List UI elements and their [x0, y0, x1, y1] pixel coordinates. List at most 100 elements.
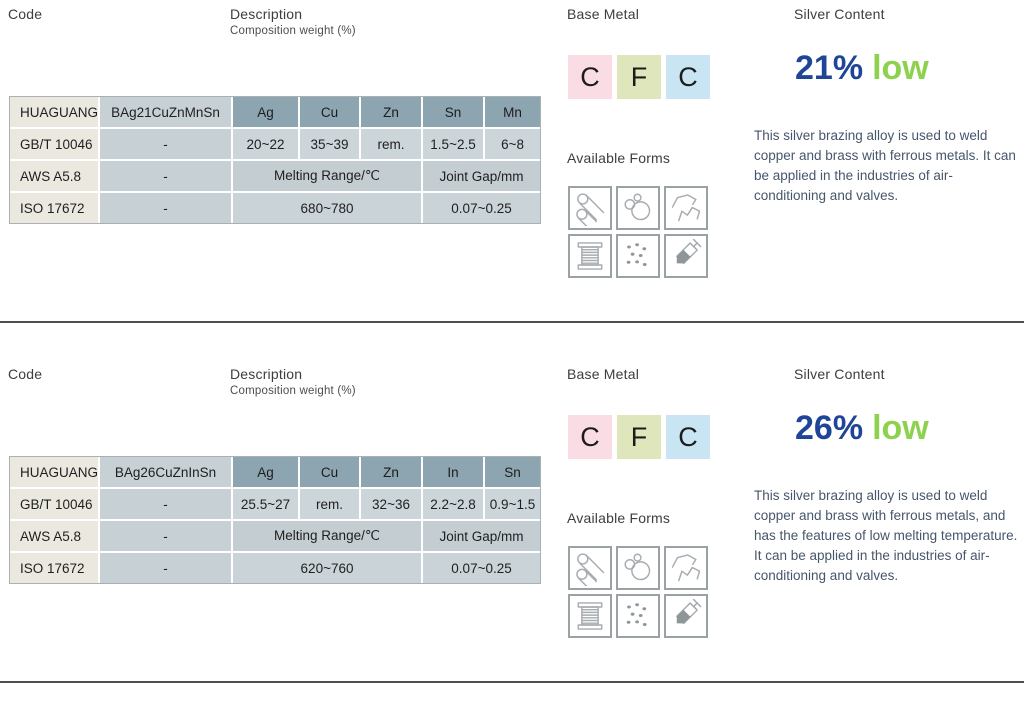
- dash-cell: -: [98, 551, 234, 585]
- alloy-section: Code Description Composition weight (%) …: [0, 360, 1024, 682]
- alloy-description: This silver brazing alloy is used to wel…: [754, 488, 1018, 583]
- available-forms-grid: [568, 186, 708, 278]
- base-metal-letter: F: [617, 55, 661, 99]
- standard-cell: GB/T 10046: [7, 127, 101, 161]
- alloy-section: Code Description Composition weight (%) …: [0, 0, 1024, 322]
- element-header-cell: Cu: [298, 455, 362, 489]
- base-metal-boxes: C F C: [568, 55, 710, 99]
- base-metal-label: Base Metal: [567, 6, 640, 22]
- rod-form-icon: [568, 186, 612, 230]
- composition-value-cell: 25.5~27: [231, 487, 301, 521]
- composition-value-cell: rem.: [298, 487, 362, 521]
- dash-cell: -: [98, 191, 234, 225]
- code-label: Code: [8, 366, 43, 382]
- spec-table: HUAGUANG BAg21CuZnMnSn Ag Cu Zn Sn Mn GB…: [7, 95, 543, 225]
- table-row: ISO 17672 - 680~780 0.07~0.25: [7, 191, 543, 225]
- element-header-cell: Sn: [421, 95, 486, 129]
- code-label: Code: [8, 6, 43, 22]
- element-header-cell: Ag: [231, 455, 301, 489]
- description-label: Description: [230, 6, 303, 22]
- element-header-cell: Zn: [359, 95, 424, 129]
- silver-content-value: 26% low: [795, 408, 929, 449]
- silver-content-value: 21% low: [795, 48, 929, 89]
- silver-content-label: Silver Content: [794, 366, 885, 382]
- available-forms-label: Available Forms: [567, 150, 671, 166]
- wire-form-icon: [664, 546, 708, 590]
- available-forms-label: Available Forms: [567, 510, 671, 526]
- available-forms-grid: [568, 546, 708, 638]
- paste-form-icon: [664, 594, 708, 638]
- spec-table: HUAGUANG BAg26CuZnInSn Ag Cu Zn In Sn GB…: [7, 455, 543, 585]
- ring-form-icon: [616, 186, 660, 230]
- composition-value-cell: 20~22: [231, 127, 301, 161]
- standard-cell: AWS A5.8: [7, 159, 101, 193]
- melting-range-value-cell: 620~760: [231, 551, 424, 585]
- composition-value-cell: rem.: [359, 127, 424, 161]
- section-divider: [0, 681, 1024, 683]
- element-header-cell: Ag: [231, 95, 301, 129]
- dash-cell: -: [98, 519, 234, 553]
- element-header-cell: Mn: [483, 95, 543, 129]
- element-header-cell: In: [421, 455, 486, 489]
- powder-form-icon: [616, 594, 660, 638]
- composition-value-cell: 35~39: [298, 127, 362, 161]
- base-metal-label: Base Metal: [567, 366, 640, 382]
- joint-gap-label-cell: Joint Gap/mm: [421, 519, 543, 553]
- dash-cell: -: [98, 487, 234, 521]
- dash-cell: -: [98, 159, 234, 193]
- base-metal-letter: C: [568, 55, 612, 99]
- alloy-code-cell: BAg26CuZnInSn: [98, 455, 234, 489]
- spool-form-icon: [568, 594, 612, 638]
- composition-weight-label: Composition weight (%): [230, 25, 356, 37]
- brand-cell: HUAGUANG: [7, 95, 101, 129]
- melting-range-label-cell: Melting Range/℃: [231, 159, 424, 193]
- alloy-code-cell: BAg21CuZnMnSn: [98, 95, 234, 129]
- melting-range-label-cell: Melting Range/℃: [231, 519, 424, 553]
- paste-form-icon: [664, 234, 708, 278]
- composition-value-cell: 2.2~2.8: [421, 487, 486, 521]
- standard-cell: AWS A5.8: [7, 519, 101, 553]
- joint-gap-label-cell: Joint Gap/mm: [421, 159, 543, 193]
- composition-value-cell: 0.9~1.5: [483, 487, 543, 521]
- element-header-cell: Cu: [298, 95, 362, 129]
- composition-value-cell: 6~8: [483, 127, 543, 161]
- table-row: AWS A5.8 - Melting Range/℃ Joint Gap/mm: [7, 519, 543, 553]
- base-metal-boxes: C F C: [568, 415, 710, 459]
- description-label: Description: [230, 366, 303, 382]
- powder-form-icon: [616, 234, 660, 278]
- element-header-cell: Sn: [483, 455, 543, 489]
- silver-level: low: [872, 49, 929, 87]
- brand-cell: HUAGUANG: [7, 455, 101, 489]
- standard-cell: ISO 17672: [7, 551, 101, 585]
- silver-percent: 21%: [795, 49, 864, 87]
- dash-cell: -: [98, 127, 234, 161]
- table-row: AWS A5.8 - Melting Range/℃ Joint Gap/mm: [7, 159, 543, 193]
- composition-value-cell: 1.5~2.5: [421, 127, 486, 161]
- table-row: GB/T 10046 - 20~22 35~39 rem. 1.5~2.5 6~…: [7, 127, 543, 161]
- standard-cell: GB/T 10046: [7, 487, 101, 521]
- table-row: GB/T 10046 - 25.5~27 rem. 32~36 2.2~2.8 …: [7, 487, 543, 521]
- element-header-cell: Zn: [359, 455, 424, 489]
- section-divider: [0, 321, 1024, 323]
- alloy-description: This silver brazing alloy is used to wel…: [754, 128, 1016, 203]
- joint-gap-value-cell: 0.07~0.25: [421, 551, 543, 585]
- composition-weight-label: Composition weight (%): [230, 385, 356, 397]
- base-metal-letter: C: [666, 55, 710, 99]
- silver-content-label: Silver Content: [794, 6, 885, 22]
- table-row: ISO 17672 - 620~760 0.07~0.25: [7, 551, 543, 585]
- table-row: HUAGUANG BAg26CuZnInSn Ag Cu Zn In Sn: [7, 455, 543, 489]
- base-metal-letter: F: [617, 415, 661, 459]
- ring-form-icon: [616, 546, 660, 590]
- rod-form-icon: [568, 546, 612, 590]
- silver-percent: 26%: [795, 409, 864, 447]
- base-metal-letter: C: [666, 415, 710, 459]
- composition-value-cell: 32~36: [359, 487, 424, 521]
- wire-form-icon: [664, 186, 708, 230]
- table-row: HUAGUANG BAg21CuZnMnSn Ag Cu Zn Sn Mn: [7, 95, 543, 129]
- melting-range-value-cell: 680~780: [231, 191, 424, 225]
- spool-form-icon: [568, 234, 612, 278]
- base-metal-letter: C: [568, 415, 612, 459]
- standard-cell: ISO 17672: [7, 191, 101, 225]
- silver-level: low: [872, 409, 929, 447]
